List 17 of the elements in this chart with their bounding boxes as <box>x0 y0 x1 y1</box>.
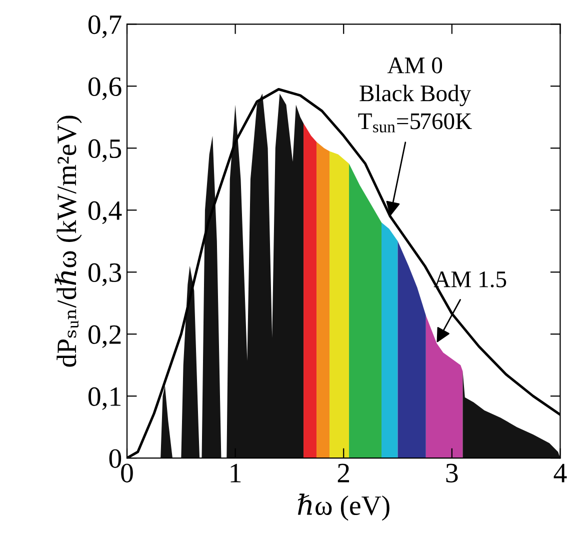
y-tick-label: 0,6 <box>88 77 122 100</box>
y-tick-label: 0,7 <box>88 15 122 38</box>
y-tick-label: 0 <box>109 449 122 468</box>
x-tick-label: 4 <box>554 464 567 482</box>
y-tick-label: 0,3 <box>88 263 122 286</box>
annotation: AM 0 Black Body T$_{sun}$=5760K <box>358 57 472 132</box>
x-tick-label: 2 <box>338 464 350 482</box>
x-tick-label: 0 <box>121 464 133 482</box>
x-tick-label: 3 <box>446 464 458 482</box>
x-axis-title: ℏω (eV) <box>298 494 390 521</box>
x-tick-label: 1 <box>230 464 241 482</box>
annotation: AM 1.5 <box>434 271 506 288</box>
y-tick-label: 0,4 <box>88 201 122 224</box>
y-tick-label: 0,2 <box>88 325 121 348</box>
y-tick-label: 0,1 <box>88 387 120 410</box>
y-tick-label: 0,5 <box>88 139 122 162</box>
y-axis-title: dPₛᵤₙ/dℏω (kW/m²eV) <box>54 116 82 367</box>
